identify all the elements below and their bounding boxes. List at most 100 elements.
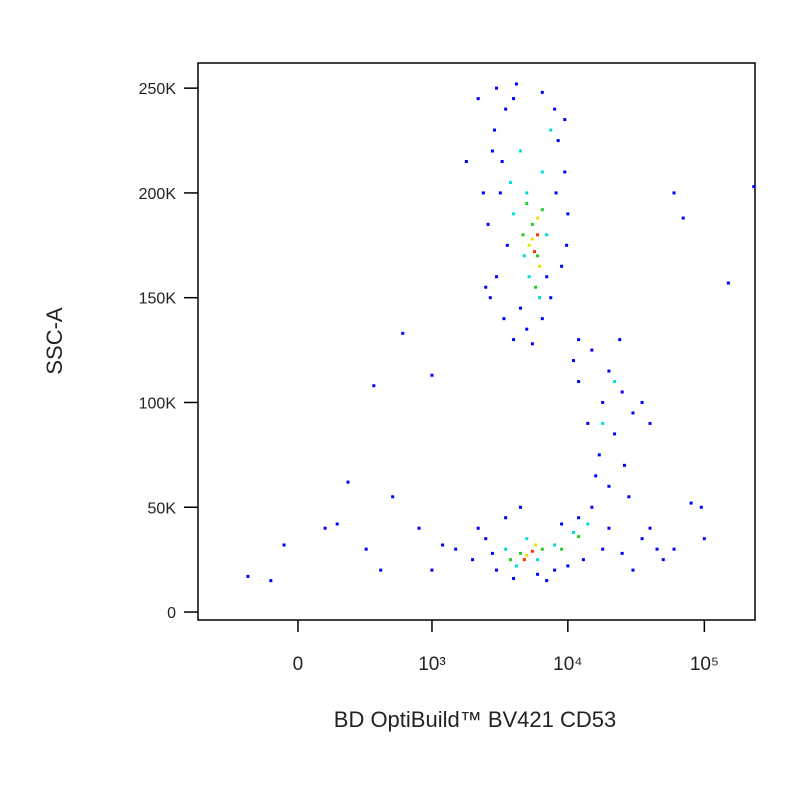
point	[540, 547, 544, 551]
point	[525, 537, 529, 541]
point	[536, 572, 540, 576]
point	[346, 480, 350, 484]
y-tick-label: 200K	[139, 186, 177, 203]
x-axis-label: BD OptiBuild™ BV421 CD53	[334, 707, 616, 732]
point	[430, 568, 434, 572]
point	[590, 348, 594, 352]
point	[441, 543, 445, 547]
point	[586, 421, 590, 425]
point	[563, 170, 567, 174]
point	[493, 128, 497, 132]
point	[364, 547, 368, 551]
y-tick-label: 50K	[148, 500, 177, 517]
point	[525, 191, 529, 195]
point	[502, 317, 506, 321]
point	[490, 149, 494, 153]
point	[566, 564, 570, 568]
x-tick-label: 10⁴	[553, 654, 582, 675]
point	[672, 191, 676, 195]
point	[620, 551, 624, 555]
point	[672, 547, 676, 551]
point	[655, 547, 659, 551]
x-tick-label: 10⁵	[690, 654, 719, 675]
point	[549, 296, 553, 300]
point	[536, 216, 540, 220]
point	[577, 338, 581, 342]
point	[540, 90, 544, 94]
point	[726, 281, 730, 285]
point	[514, 564, 518, 568]
point	[648, 526, 652, 530]
point	[545, 275, 549, 279]
point	[504, 547, 508, 551]
point	[577, 516, 581, 520]
point	[527, 275, 531, 279]
point	[335, 522, 339, 526]
point	[525, 201, 529, 205]
point	[560, 522, 564, 526]
point	[577, 380, 581, 384]
x-tick-label: 10³	[418, 654, 445, 675]
point	[560, 264, 564, 268]
point	[538, 296, 542, 300]
point	[464, 159, 468, 163]
point	[640, 400, 644, 404]
point	[689, 501, 693, 505]
y-axis-label: SSC-A	[42, 307, 67, 375]
point	[323, 526, 327, 530]
point	[553, 568, 557, 572]
point	[530, 222, 534, 226]
point	[519, 505, 523, 509]
point	[521, 233, 525, 237]
point	[601, 547, 605, 551]
point	[534, 543, 538, 547]
point	[607, 484, 611, 488]
point	[530, 342, 534, 346]
point	[540, 317, 544, 321]
plot-frame	[197, 62, 756, 621]
point	[401, 331, 405, 335]
point	[484, 285, 488, 289]
point	[540, 170, 544, 174]
point	[495, 275, 499, 279]
y-tick-label: 250K	[139, 81, 177, 98]
y-tick-label: 150K	[139, 291, 177, 308]
point	[565, 243, 569, 247]
point	[519, 551, 523, 555]
point	[571, 530, 575, 534]
point	[536, 254, 540, 258]
point	[563, 118, 567, 122]
point	[519, 306, 523, 310]
point	[512, 97, 516, 101]
point	[613, 432, 617, 436]
point	[372, 384, 376, 388]
point	[509, 558, 513, 562]
point	[538, 264, 542, 268]
point	[417, 526, 421, 530]
point	[500, 159, 504, 163]
point	[622, 463, 626, 467]
point	[607, 369, 611, 373]
point	[702, 537, 706, 541]
point	[527, 243, 531, 247]
point	[640, 537, 644, 541]
point	[282, 543, 286, 547]
point	[752, 185, 756, 189]
point	[530, 237, 534, 241]
point	[571, 359, 575, 363]
point	[471, 558, 475, 562]
point	[495, 568, 499, 572]
point	[594, 474, 598, 478]
point	[681, 216, 685, 220]
point	[512, 338, 516, 342]
point	[269, 579, 273, 583]
point	[495, 86, 499, 90]
point	[522, 254, 526, 258]
point	[525, 327, 529, 331]
point	[545, 233, 549, 237]
point	[512, 577, 516, 581]
point	[490, 551, 494, 555]
y-tick-label: 0	[167, 605, 176, 622]
point	[560, 547, 564, 551]
point	[476, 526, 480, 530]
